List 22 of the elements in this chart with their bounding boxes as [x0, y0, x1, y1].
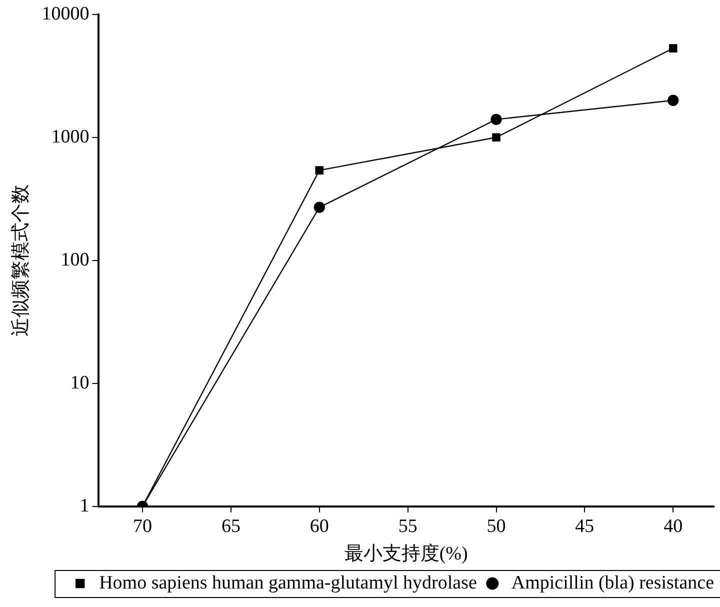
y-axis-title: 近似频繁模式个数 [10, 184, 32, 336]
x-tick-label: 70 [133, 516, 152, 537]
x-axis-title: 最小支持度(%) [344, 542, 468, 565]
x-tick-label: 65 [221, 516, 240, 537]
x-tick-label: 50 [486, 516, 506, 537]
point [668, 44, 678, 52]
point [314, 202, 325, 213]
point [315, 166, 324, 174]
x-tick-label: 40 [664, 516, 683, 537]
y-tick-label: 10 [70, 372, 90, 394]
legend-label: Homo sapiens human gamma-glutamyl hydrolase [99, 572, 477, 594]
y-tick-label: 1000 [51, 126, 90, 148]
y-tick-label: 100 [60, 249, 90, 270]
x-tick-label: 60 [310, 516, 329, 537]
point [490, 114, 502, 126]
x-tick-label: 45 [575, 516, 594, 537]
y-tick-label: 10000 [42, 3, 90, 24]
point [668, 94, 679, 106]
point [492, 133, 500, 142]
x-tick-label: 55 [398, 516, 418, 537]
y-tick-label: 1 [80, 495, 90, 516]
legend-label: Ampicillin (bla) resistance [511, 572, 714, 594]
